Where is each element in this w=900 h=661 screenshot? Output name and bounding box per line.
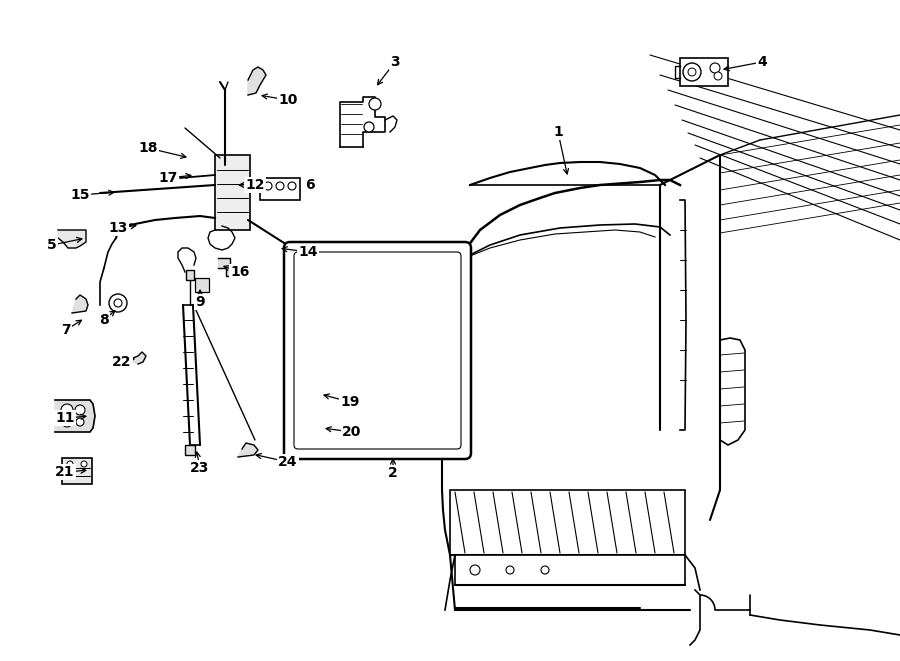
Text: 12: 12 [245,178,265,192]
Polygon shape [72,295,88,313]
FancyBboxPatch shape [294,252,461,449]
Circle shape [369,98,381,110]
Polygon shape [288,406,315,424]
Circle shape [710,63,720,73]
Bar [186,270,194,280]
Circle shape [470,565,480,575]
Circle shape [300,381,310,391]
Text: 10: 10 [278,93,298,107]
Circle shape [114,299,122,307]
Circle shape [67,461,73,467]
Circle shape [714,72,722,80]
Bar [260,178,300,200]
Circle shape [61,404,73,416]
Bar [195,278,209,292]
FancyBboxPatch shape [284,242,471,459]
Text: 20: 20 [342,425,362,439]
Text: 8: 8 [99,313,109,327]
Text: 15: 15 [70,188,90,202]
Text: 9: 9 [195,295,205,309]
Bar [455,555,685,585]
Bar [450,490,685,555]
Circle shape [683,63,701,81]
Polygon shape [218,258,230,276]
Circle shape [288,182,296,190]
Circle shape [310,378,316,384]
Circle shape [75,405,85,415]
Text: 21: 21 [55,465,75,479]
Text: 24: 24 [278,455,298,469]
Text: 14: 14 [298,245,318,259]
Text: 23: 23 [190,461,210,475]
Circle shape [109,294,127,312]
Circle shape [76,418,84,426]
Bar [185,445,195,455]
Text: 1: 1 [554,125,562,139]
Text: 3: 3 [391,55,400,69]
Text: 4: 4 [757,55,767,69]
Circle shape [264,182,272,190]
Bar [215,155,250,230]
Polygon shape [58,230,86,248]
Bar [680,58,728,86]
Circle shape [688,68,696,76]
Text: 18: 18 [139,141,158,155]
Text: 7: 7 [61,323,71,337]
Circle shape [81,461,87,467]
Circle shape [541,566,549,574]
Text: 22: 22 [112,355,131,369]
Text: 11: 11 [55,411,75,425]
Text: 13: 13 [108,221,128,235]
Text: 2: 2 [388,466,398,480]
Circle shape [364,122,374,132]
Polygon shape [238,443,258,457]
Circle shape [506,566,514,574]
Text: 16: 16 [230,265,249,279]
Polygon shape [128,352,146,364]
Text: 17: 17 [158,171,177,185]
Polygon shape [248,67,266,95]
Circle shape [62,417,72,427]
Text: 19: 19 [340,395,360,409]
Text: 6: 6 [305,178,315,192]
Text: 5: 5 [47,238,57,252]
Circle shape [276,182,284,190]
Bar [62,458,92,484]
Polygon shape [55,400,95,432]
